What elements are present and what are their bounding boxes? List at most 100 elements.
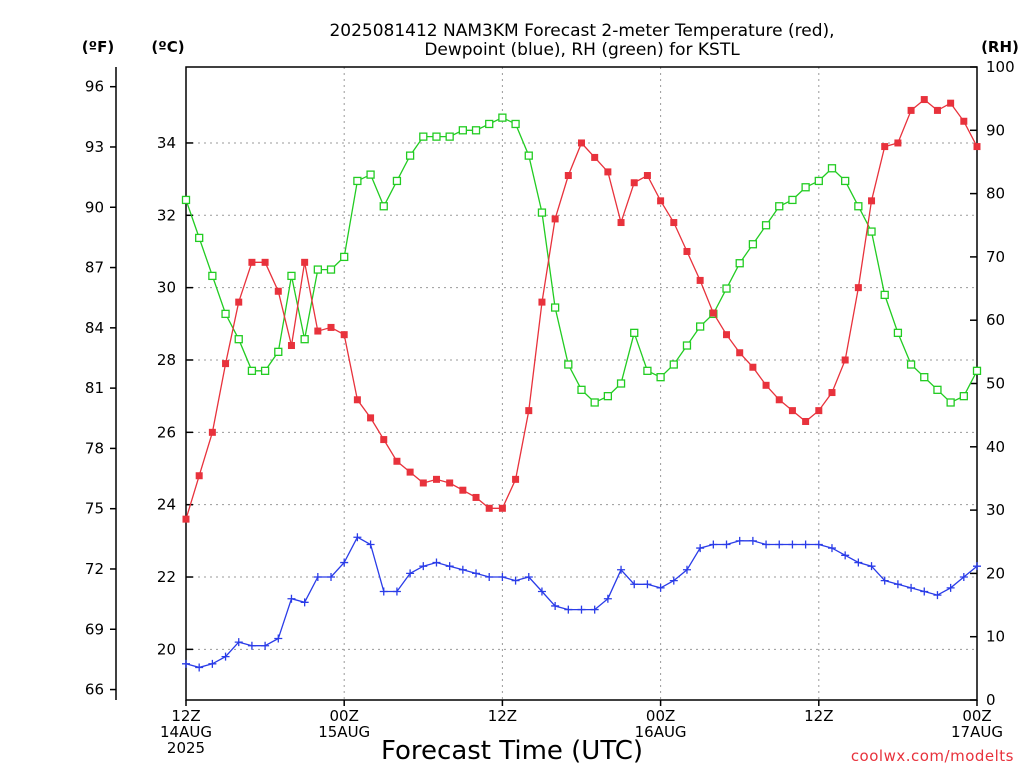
x-tick-label: 16AUG bbox=[635, 723, 687, 741]
rh-point bbox=[221, 309, 230, 319]
dewpoint-point bbox=[406, 569, 415, 578]
temperature-series bbox=[182, 96, 981, 523]
rh-point bbox=[920, 373, 929, 382]
dewpoint-point bbox=[195, 663, 204, 672]
dewpoint-point bbox=[920, 587, 929, 596]
rh-point bbox=[827, 164, 837, 173]
fahrenheit-tick-label: 69 bbox=[85, 620, 104, 638]
x-tick-label: 00Z bbox=[646, 707, 675, 725]
credit-text: coolwx.com/modelts bbox=[851, 747, 1014, 765]
rh-point bbox=[392, 176, 402, 186]
temperature-point bbox=[762, 381, 770, 389]
celsius-tick-label: 34 bbox=[157, 134, 176, 152]
dewpoint-point bbox=[854, 558, 863, 567]
rh-point bbox=[906, 360, 916, 369]
temperature-point bbox=[670, 219, 678, 227]
dewpoint-point bbox=[722, 540, 731, 549]
x-tick-label: 12Z bbox=[171, 707, 200, 725]
temperature-point bbox=[485, 504, 493, 512]
dewpoint-point bbox=[300, 598, 309, 607]
rh-point bbox=[287, 271, 296, 281]
temperature-point bbox=[472, 493, 480, 501]
dewpoint-point bbox=[669, 576, 678, 585]
dewpoint-point bbox=[814, 540, 823, 549]
temperature-point bbox=[854, 284, 862, 292]
temperature-point bbox=[446, 479, 454, 487]
x-tick-label: 00Z bbox=[330, 707, 359, 725]
temperature-point bbox=[393, 457, 401, 465]
rh-point bbox=[432, 132, 441, 141]
temperature-point bbox=[881, 143, 889, 151]
temperature-point bbox=[775, 396, 783, 404]
rh-point bbox=[880, 290, 889, 300]
rh-point bbox=[722, 284, 731, 293]
temperature-point bbox=[630, 179, 638, 187]
dewpoint-point bbox=[973, 562, 981, 571]
rh-point bbox=[458, 126, 468, 135]
rh-point bbox=[643, 366, 652, 375]
temperature-point bbox=[788, 407, 796, 415]
temperature-point bbox=[604, 168, 612, 176]
rh-point bbox=[353, 176, 362, 186]
dewpoint-point bbox=[445, 562, 454, 571]
celsius-tick-label: 30 bbox=[157, 279, 176, 297]
dewpoint-point bbox=[577, 605, 586, 614]
temperature-point bbox=[287, 342, 295, 350]
rh-point bbox=[419, 132, 428, 141]
celsius-tick-label: 26 bbox=[157, 423, 176, 441]
dewpoint-point bbox=[775, 540, 784, 549]
dewpoint-point bbox=[590, 605, 599, 614]
fahrenheit-tick-label: 93 bbox=[85, 138, 104, 156]
dewpoint-point bbox=[261, 641, 270, 650]
temperature-point bbox=[802, 417, 810, 425]
rh-point bbox=[630, 328, 639, 338]
dewpoint-point bbox=[537, 587, 546, 596]
temperature-point bbox=[894, 139, 902, 147]
temperature-point bbox=[960, 117, 968, 125]
rh-point bbox=[696, 322, 705, 331]
rh-point bbox=[959, 392, 968, 401]
rh-point bbox=[405, 151, 415, 160]
axes: 66 69 72 75 78 81 84 87 90 93 96 20 22 24 26 28 30 32 34 0 1… bbox=[85, 58, 1015, 757]
rh-point bbox=[274, 347, 283, 357]
temperature-point bbox=[907, 106, 915, 114]
rh-point bbox=[788, 195, 797, 205]
x-tick-label: 14AUG bbox=[160, 723, 212, 741]
rh-point bbox=[564, 360, 573, 369]
dewpoint-point bbox=[564, 605, 573, 614]
x-tick-label: 2025 bbox=[167, 739, 205, 757]
rh-tick-label: 0 bbox=[986, 691, 996, 709]
dewpoint-point bbox=[801, 540, 810, 549]
rh-point bbox=[445, 132, 454, 141]
rh-point bbox=[524, 151, 533, 160]
dewpoint-point bbox=[419, 562, 428, 571]
dewpoint-point bbox=[946, 583, 955, 592]
temperature-point bbox=[498, 504, 506, 512]
rh-point bbox=[379, 202, 388, 211]
rh-point bbox=[761, 221, 771, 230]
rh-point bbox=[867, 227, 876, 236]
temperature-point bbox=[736, 349, 744, 357]
chart-title-line-1: 2025081412 NAM3KM Forecast 2-meter Tempe… bbox=[329, 21, 834, 41]
dewpoint-point bbox=[893, 580, 902, 589]
temperature-point bbox=[643, 172, 651, 180]
rh-tick-label: 40 bbox=[986, 438, 1005, 456]
rh-point bbox=[735, 259, 744, 268]
celsius-tick-label: 20 bbox=[157, 640, 176, 658]
dewpoint-point bbox=[379, 587, 388, 596]
rh-point bbox=[511, 119, 520, 129]
rh-tick-label: 70 bbox=[986, 248, 1005, 266]
rh-tick-label: 20 bbox=[986, 564, 1005, 582]
temperature-point bbox=[920, 96, 928, 104]
temperature-point bbox=[868, 197, 876, 205]
dewpoint-point bbox=[327, 573, 336, 582]
dewpoint-point bbox=[458, 565, 467, 574]
temperature-point bbox=[406, 468, 414, 476]
dewpoint-point bbox=[234, 638, 243, 647]
rh-point bbox=[485, 119, 494, 129]
dewpoint-point bbox=[287, 594, 296, 603]
fahrenheit-tick-label: 66 bbox=[85, 681, 104, 699]
rh-tick-label: 100 bbox=[986, 58, 1015, 76]
rh-point bbox=[577, 385, 586, 394]
